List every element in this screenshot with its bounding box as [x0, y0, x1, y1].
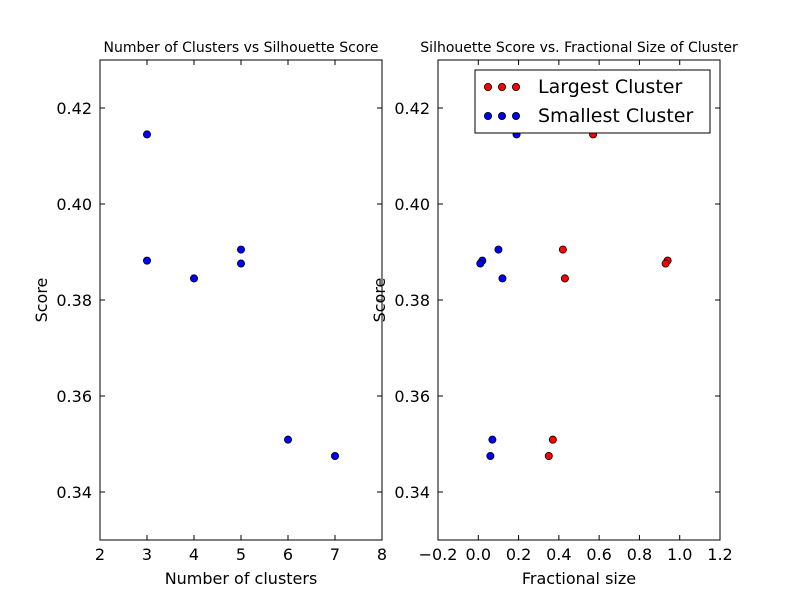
- legend-marker: [512, 83, 521, 92]
- y-tick-label: 0.40: [56, 195, 92, 214]
- legend-marker: [497, 83, 506, 92]
- legend-label: Smallest Cluster: [538, 105, 693, 127]
- data-point: [498, 274, 507, 283]
- x-tick-label: 1.2: [707, 545, 732, 564]
- data-point: [476, 259, 485, 268]
- legend: Largest Cluster Smallest Cluster: [474, 69, 711, 134]
- legend-marker: [483, 112, 492, 121]
- chart-clusters-vs-score: 2 3 4 5 6 7 8 0.34 0.36 0.38 0.40 0.42 Number of Clu…: [32, 40, 387, 588]
- x-tick-label: 6: [283, 545, 293, 564]
- data-point: [142, 130, 151, 139]
- data-point: [661, 259, 670, 268]
- y-tick-label: 0.36: [394, 387, 430, 406]
- x-tick-label: 3: [142, 545, 152, 564]
- x-tick-label: 0.6: [586, 545, 611, 564]
- x-tick-label: 0.2: [506, 545, 531, 564]
- x-tick-label: 0.8: [627, 545, 652, 564]
- legend-label: Largest Cluster: [538, 76, 682, 98]
- x-tick-label: −0.2: [419, 545, 458, 564]
- legend-marker: [497, 112, 506, 121]
- x-tick-label: 0.0: [466, 545, 491, 564]
- y-tick-label: 0.42: [56, 99, 92, 118]
- data-point: [544, 451, 553, 460]
- x-axis-label: Fractional size: [522, 569, 636, 588]
- x-tick-label: 8: [377, 545, 387, 564]
- y-tick-label: 0.40: [394, 195, 430, 214]
- legend-marker: [512, 112, 521, 121]
- y-tick-label: 0.36: [56, 387, 92, 406]
- data-point: [488, 435, 497, 444]
- x-tick-label: 7: [330, 545, 340, 564]
- data-point: [236, 259, 245, 268]
- data-point: [236, 245, 245, 254]
- legend-marker: [483, 83, 492, 92]
- data-point: [486, 451, 495, 460]
- x-tick-label: 2: [95, 545, 105, 564]
- data-point: [330, 451, 339, 460]
- data-point: [142, 256, 151, 265]
- x-tick-label: 4: [189, 545, 199, 564]
- y-axis-label: Score: [370, 278, 389, 323]
- chart-title: Silhouette Score vs. Fractional Size of …: [420, 40, 738, 56]
- legend-box: [474, 69, 711, 134]
- data-point: [548, 435, 557, 444]
- data-point: [494, 245, 503, 254]
- x-tick-label: 1.0: [667, 545, 692, 564]
- y-tick-label: 0.38: [394, 291, 430, 310]
- y-tick-label: 0.34: [56, 483, 92, 502]
- y-tick-label: 0.38: [56, 291, 92, 310]
- x-tick-label: 0.4: [546, 545, 571, 564]
- data-point: [283, 435, 292, 444]
- x-axis-label: Number of clusters: [165, 569, 318, 588]
- data-point: [560, 274, 569, 283]
- chart-score-vs-fractional-size: −0.2 0.0 0.2 0.4 0.6 0.8 1.0 1.2 0.34 0.36 0.38 0.4…: [370, 40, 738, 588]
- y-tick-label: 0.34: [394, 483, 430, 502]
- chart-title: Number of Clusters vs Silhouette Score: [104, 40, 379, 56]
- y-tick-label: 0.42: [394, 99, 430, 118]
- data-point: [558, 245, 567, 254]
- data-point: [189, 274, 198, 283]
- x-tick-label: 5: [236, 545, 246, 564]
- y-axis-label: Score: [32, 278, 51, 323]
